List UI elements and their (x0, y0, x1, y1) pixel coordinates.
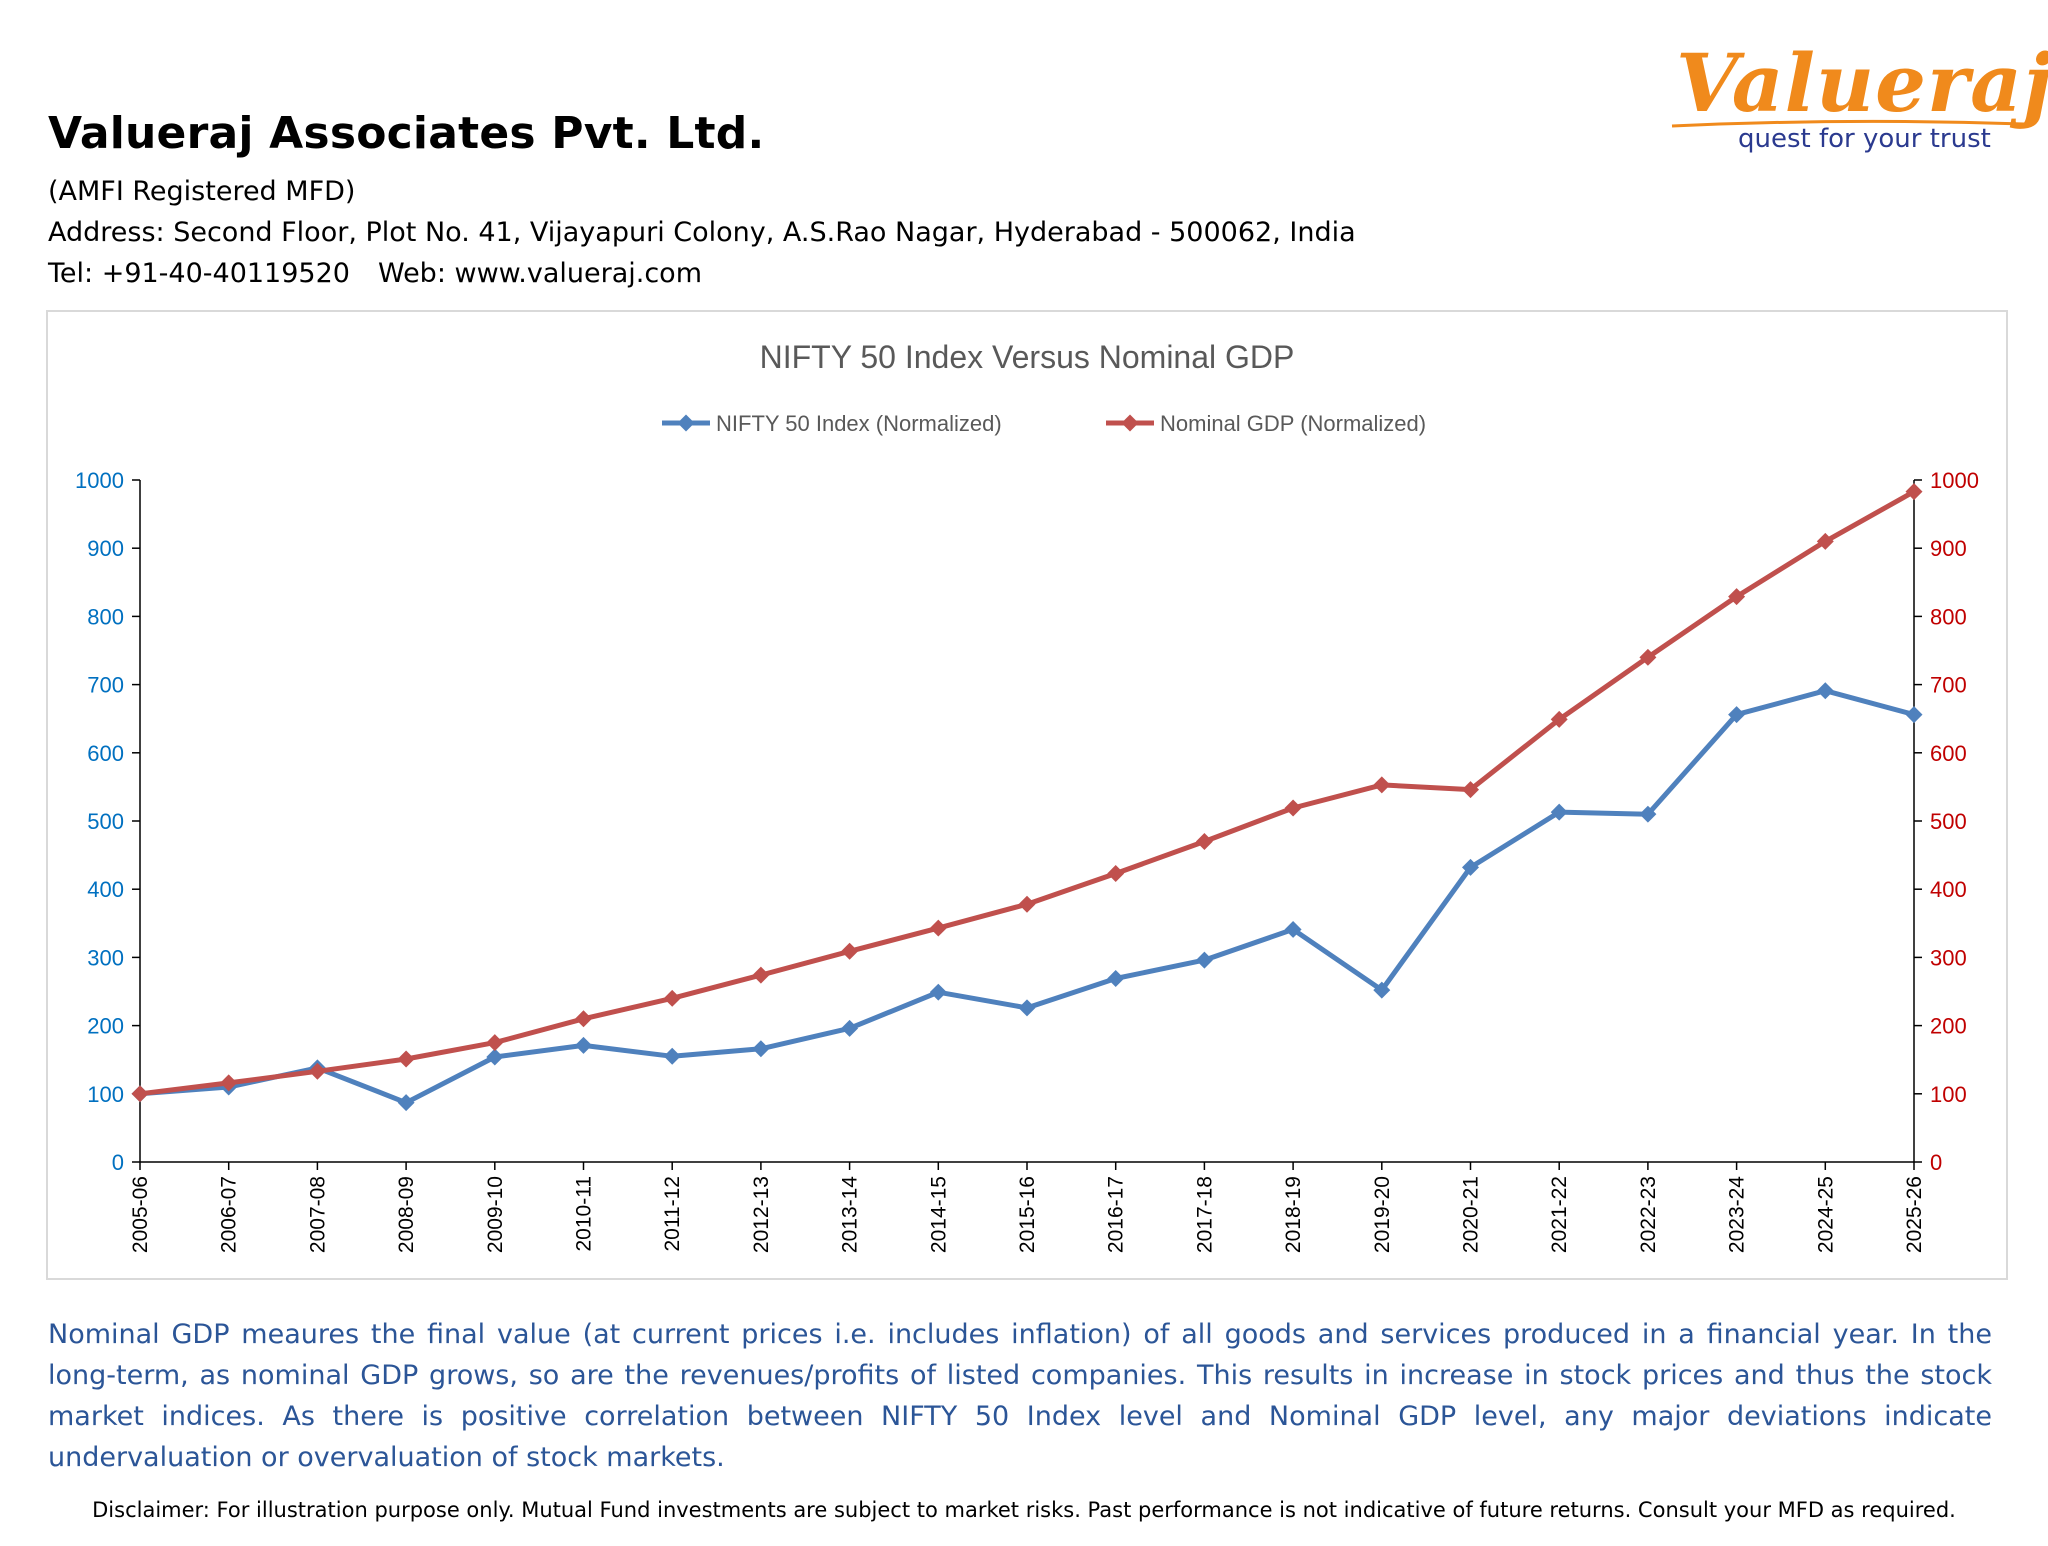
x-tick-label: 2024-25 (1814, 1176, 1837, 1253)
y-right-tick-label: 1000 (1930, 468, 1979, 493)
series-0-point (1905, 706, 1923, 724)
legend-label-0: NIFTY 50 Index (Normalized) (716, 411, 1002, 436)
address-text: Address: Second Floor, Plot No. 41, Vija… (48, 217, 1356, 248)
series-0-point (1195, 951, 1213, 969)
x-tick-label: 2017-18 (1193, 1176, 1216, 1253)
y-right-tick-label: 400 (1930, 877, 1967, 902)
logo-tagline: quest for your trust (1738, 124, 1991, 154)
y-right-tick-label: 800 (1930, 604, 1967, 629)
x-tick-label: 2021-22 (1548, 1176, 1571, 1253)
x-tick-label: 2010-11 (573, 1176, 596, 1252)
series-0-point (575, 1036, 592, 1054)
y-right-tick-label: 700 (1930, 673, 1967, 698)
y-right-tick-label: 100 (1930, 1082, 1967, 1107)
x-tick-label: 2008-09 (395, 1176, 418, 1253)
y-left-tick-label: 900 (87, 536, 124, 561)
y-left-tick-label: 800 (87, 604, 124, 629)
series-0-point (663, 1047, 681, 1065)
series-0-point (1107, 970, 1125, 988)
series-1-point (1462, 781, 1479, 799)
x-tick-label: 2016-17 (1105, 1176, 1128, 1253)
chart-frame: NIFTY 50 Index Versus Nominal GDP NIFTY 5… (46, 310, 2008, 1280)
disclaimer: Disclaimer: For illustration purpose onl… (92, 1498, 1956, 1522)
legend-label-1: Nominal GDP (Normalized) (1160, 411, 1426, 436)
series-0-point (752, 1040, 770, 1058)
company-name: Valueraj Associates Pvt. Ltd. (48, 108, 765, 159)
series-1-point (841, 942, 859, 960)
x-tick-label: 2023-24 (1726, 1176, 1749, 1253)
x-tick-label: 2025-26 (1903, 1176, 1926, 1253)
series-1-point (1195, 832, 1213, 850)
x-tick-label: 2015-16 (1016, 1176, 1039, 1253)
y-left-tick-label: 100 (87, 1082, 124, 1107)
y-left-tick-label: 1000 (75, 468, 124, 493)
series-1-point (575, 1010, 592, 1028)
series-1-point (1018, 895, 1036, 913)
y-right-tick-label: 600 (1930, 741, 1967, 766)
x-tick-label: 2005-06 (129, 1176, 152, 1253)
series-1-point (1373, 776, 1391, 794)
contact-line: Tel: +91-40-40119520 Web: www.valueraj.co… (48, 258, 702, 289)
series-1-point (1728, 588, 1746, 606)
explanatory-note: Nominal GDP meaures the final value (at … (48, 1319, 1992, 1473)
y-right-tick-label: 200 (1930, 1014, 1967, 1039)
series-0-point (1284, 920, 1302, 938)
series-1-point (1284, 799, 1302, 817)
series-0-point (1373, 981, 1391, 999)
series-0-point (397, 1094, 415, 1112)
series-0-point (486, 1048, 504, 1066)
x-tick-label: 2009-10 (484, 1176, 507, 1253)
valueraj-logo: Valueraj quest for your trust (1668, 36, 2048, 164)
x-tick-label: 2014-15 (927, 1176, 950, 1253)
series-0-point (1018, 999, 1036, 1017)
series-1-point (131, 1085, 149, 1103)
y-left-tick-label: 300 (87, 945, 124, 970)
y-right-tick-label: 900 (1930, 536, 1967, 561)
y-left-tick-label: 400 (87, 877, 124, 902)
series-1-point (1107, 865, 1125, 882)
x-tick-label: 2006-07 (218, 1176, 241, 1253)
series-1-point (663, 989, 681, 1007)
y-right-tick-label: 500 (1930, 809, 1967, 834)
series-1-point (220, 1074, 238, 1092)
chart-title: NIFTY 50 Index Versus Nominal GDP (760, 339, 1295, 375)
series-1-point (486, 1034, 504, 1052)
x-tick-label: 2007-08 (306, 1176, 329, 1253)
series-0-point (1816, 682, 1834, 700)
legend-marker-1 (1121, 414, 1139, 432)
series-1-point (1816, 532, 1834, 550)
series-1-point (752, 966, 770, 984)
nifty-vs-gdp-chart: NIFTY 50 Index Versus Nominal GDP NIFTY 5… (75, 339, 1979, 1253)
website-text: Web: www.valueraj.com (377, 258, 702, 289)
y-left-tick-label: 700 (87, 673, 124, 698)
series-0-point (929, 983, 947, 1001)
y-left-tick-label: 500 (87, 809, 124, 834)
series-1-point (929, 919, 947, 937)
x-tick-label: 2012-13 (750, 1176, 773, 1253)
x-tick-label: 2019-20 (1371, 1176, 1394, 1253)
logo-wordmark: Valueraj (1676, 36, 2048, 130)
y-left-tick-label: 600 (87, 741, 124, 766)
registration-text: (AMFI Registered MFD) (48, 176, 356, 207)
series-0-point (1462, 858, 1479, 876)
x-tick-label: 2011-12 (661, 1176, 684, 1252)
series-0-point (1639, 805, 1657, 823)
legend-marker-0 (677, 414, 695, 432)
series-1-point (308, 1062, 326, 1080)
series-0-point (841, 1019, 859, 1037)
x-tick-label: 2013-14 (839, 1176, 862, 1253)
telephone-text: Tel: +91-40-40119520 (48, 258, 350, 289)
series-1-point (1639, 648, 1657, 666)
y-right-tick-label: 300 (1930, 945, 1967, 970)
x-tick-label: 2020-21 (1460, 1176, 1483, 1253)
x-tick-label: 2022-23 (1637, 1176, 1660, 1253)
y-left-tick-label: 200 (87, 1014, 124, 1039)
x-tick-label: 2018-19 (1282, 1176, 1305, 1253)
logo-swoosh-icon (1671, 119, 2025, 128)
series-1-point (397, 1050, 415, 1068)
y-right-tick-label: 0 (1930, 1150, 1942, 1175)
y-left-tick-label: 0 (112, 1150, 124, 1175)
